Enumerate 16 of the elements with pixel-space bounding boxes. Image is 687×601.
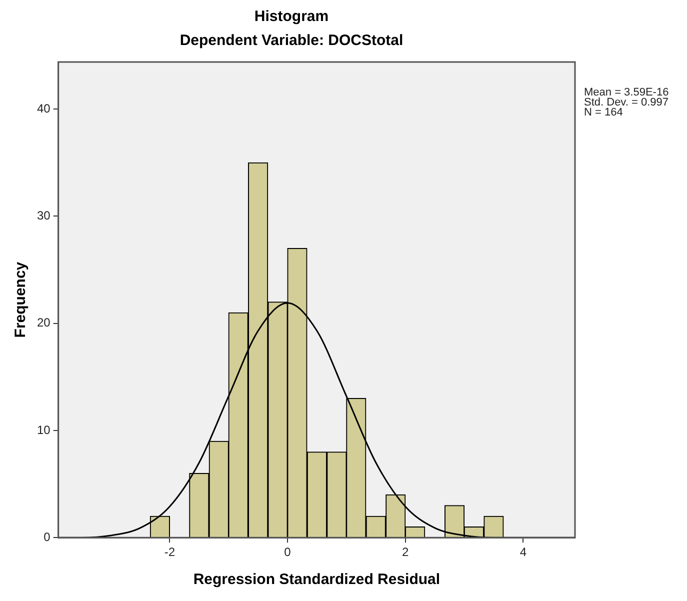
x-tick-label: -2 xyxy=(164,545,176,560)
y-axis-title: Frequency xyxy=(12,261,30,338)
text: Std. Dev. = 0.997 xyxy=(584,96,668,109)
x-tick-label: 0 xyxy=(284,545,292,560)
x-axis-title: Regression Standardized Residual xyxy=(193,571,440,588)
x-tick-label: 2 xyxy=(402,545,409,560)
y-tick-label: 10 xyxy=(36,422,51,437)
y-tick-label: 30 xyxy=(36,208,51,223)
text: N = 164 xyxy=(584,106,623,119)
chart-title: Histogram xyxy=(254,8,329,26)
chart-subtitle: Dependent Variable: DOCStotal xyxy=(180,32,404,50)
y-tick-label: 20 xyxy=(36,316,51,330)
text: Mean = 3.59E-16 xyxy=(584,86,669,99)
x-tick-label: 4 xyxy=(520,545,527,560)
y-tick-label: 40 xyxy=(36,101,51,116)
y-tick-label: 0 xyxy=(44,530,51,544)
